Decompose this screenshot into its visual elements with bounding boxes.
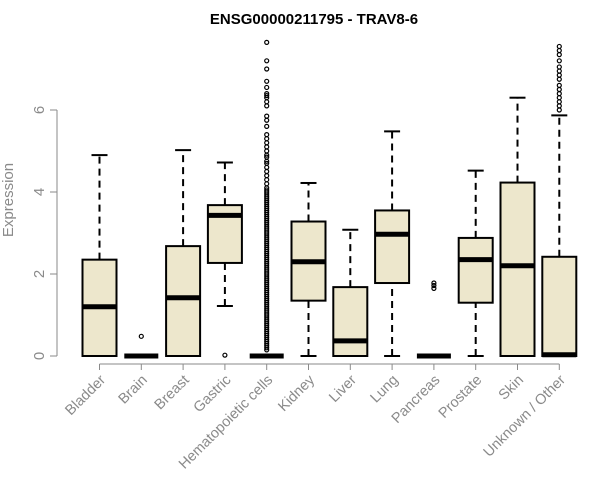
whiskers [91, 96, 568, 357]
y-axis-label: Expression [0, 163, 17, 237]
outlier-hematopoietic-cells-106 [264, 347, 270, 353]
y-tick-label-4: 4 [31, 188, 48, 196]
outlier-hematopoietic-cells-3 [264, 78, 270, 84]
box-liver [332, 286, 369, 357]
category-label-skin: Skin [496, 372, 527, 403]
outlier-hematopoietic-cells-25 [264, 177, 270, 183]
outlier-unknown-other-4 [556, 64, 562, 70]
outlier-hematopoietic-cells-4 [264, 84, 270, 91]
outlier-hematopoietic-cells-105 [264, 345, 270, 351]
outlier-unknown-other-10 [556, 90, 562, 97]
medians [82, 212, 577, 359]
y-tick-label-0: 0 [31, 352, 48, 360]
outlier-pancreas-1 [431, 282, 437, 289]
outlier-hematopoietic-cells-18 [264, 152, 270, 158]
outlier-unknown-other-9 [556, 86, 562, 93]
outlier-unknown-other-5 [556, 68, 562, 74]
outlier-hematopoietic-cells-13 [264, 132, 270, 138]
outlier-pancreas-2 [431, 280, 437, 286]
y-axis: 0 2 4 6 [31, 106, 58, 360]
outlier-hematopoietic-cells-15 [264, 140, 270, 146]
outlier-hematopoietic-cells-6 [264, 93, 270, 99]
outlier-unknown-other-14 [556, 107, 562, 113]
category-label-bladder: Bladder [62, 372, 109, 419]
box-breast [165, 245, 202, 357]
outlier-hematopoietic-cells-20 [264, 158, 270, 164]
outlier-hematopoietic-cells-24 [264, 173, 270, 179]
y-tick-label-2: 2 [31, 270, 48, 278]
category-label-kidney: Kidney [275, 372, 318, 415]
outlier-gastric-0 [222, 352, 228, 358]
outlier-hematopoietic-cells-11 [264, 117, 270, 123]
outlier-hematopoietic-cells-8 [264, 99, 270, 105]
box-lung [374, 209, 411, 285]
outlier-hematopoietic-cells-12 [264, 123, 270, 130]
outlier-unknown-other-12 [556, 99, 562, 105]
category-label-brain: Brain [116, 372, 151, 407]
outlier-hematopoietic-cells-14 [264, 136, 270, 142]
outlier-unknown-other-13 [556, 103, 562, 109]
outlier-unknown-other-7 [556, 76, 562, 82]
boxes [81, 181, 578, 357]
category-label-lung: Lung [368, 372, 402, 406]
box-skin [499, 181, 536, 357]
outlier-hematopoietic-cells-22 [264, 164, 270, 170]
outlier-unknown-other-8 [556, 82, 562, 89]
category-label-prostate: Prostate [436, 372, 485, 421]
outlier-unknown-other-6 [556, 72, 562, 78]
outlier-hematopoietic-cells-1 [264, 58, 270, 64]
box-unknown-other [541, 255, 578, 357]
outlier-hematopoietic-cells-17 [264, 148, 270, 154]
outlier-hematopoietic-cells-23 [264, 168, 270, 175]
outlier-unknown-other-0 [556, 43, 562, 50]
outlier-hematopoietic-cells-0 [264, 39, 270, 45]
outlier-hematopoietic-cells-16 [264, 144, 270, 150]
outlier-unknown-other-3 [556, 58, 562, 64]
category-label-liver: Liver [326, 372, 360, 406]
outlier-hematopoietic-cells-2 [264, 66, 270, 72]
outlier-brain-0 [138, 333, 144, 339]
outlier-hematopoietic-cells-9 [264, 103, 270, 109]
chart-title: ENSG00000211795 - TRAV8-6 [210, 11, 418, 28]
category-label-breast: Breast [152, 372, 193, 413]
outlier-hematopoietic-cells-10 [264, 113, 270, 119]
outlier-unknown-other-2 [556, 52, 562, 58]
outlier-unknown-other-1 [556, 47, 562, 54]
outlier-pancreas-0 [431, 285, 437, 291]
outlier-unknown-other-11 [556, 95, 562, 101]
outlier-hematopoietic-cells-26 [264, 181, 270, 187]
outliers [138, 39, 562, 358]
y-tick-label-6: 6 [31, 106, 48, 114]
box-prostate [457, 236, 494, 304]
